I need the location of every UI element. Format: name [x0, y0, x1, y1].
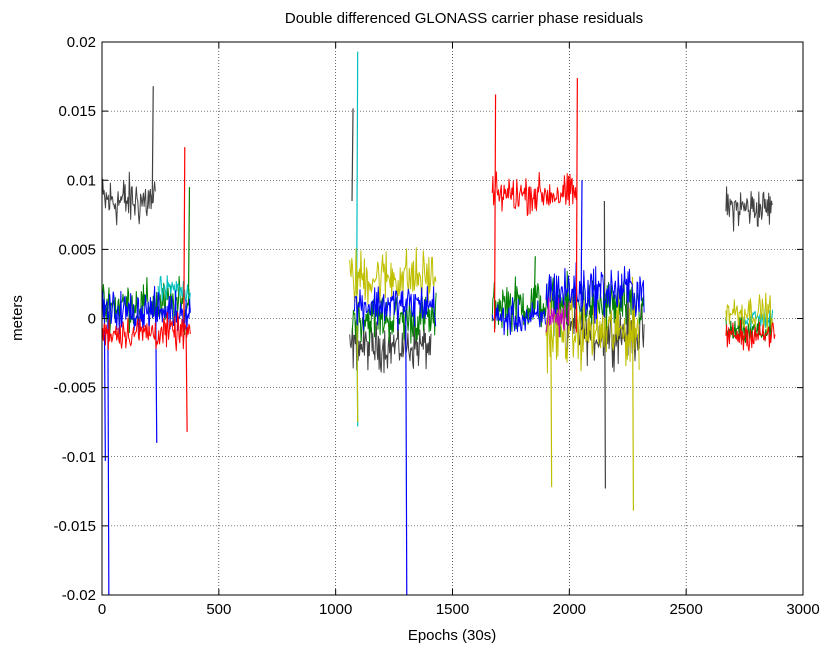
series-spike [550, 277, 553, 488]
series-spike [533, 256, 536, 305]
series-line [491, 171, 577, 216]
series-spike [493, 94, 497, 333]
axis-ticks [101, 41, 804, 596]
series-line [545, 262, 645, 324]
series-line [725, 319, 776, 352]
x-axis-label: Epochs (30s) [408, 627, 496, 644]
series-line [545, 290, 640, 374]
series-line [545, 297, 570, 338]
series-line [725, 292, 773, 334]
series-spike [107, 311, 110, 596]
y-tick-label: -0.01 [62, 449, 96, 466]
x-tick-label: 2500 [669, 601, 702, 618]
chart-title: Double differenced GLONASS carrier phase… [285, 10, 643, 27]
series-5 [545, 297, 570, 338]
x-tick-label: 500 [206, 601, 231, 618]
series-spike [351, 108, 354, 201]
y-tick-label: 0.015 [58, 103, 96, 120]
series-spike [603, 200, 606, 489]
x-tick-labels: 0 500 1000 1500 2000 2500 3000 [98, 601, 820, 618]
series-spike [183, 147, 186, 333]
series-spike [580, 180, 583, 312]
x-tick-label: 1500 [436, 601, 469, 618]
series-6 [101, 77, 776, 432]
series-line [491, 297, 546, 336]
series-line [157, 275, 191, 303]
series-spike [185, 332, 188, 432]
series-line [349, 314, 432, 374]
x-tick-label: 3000 [786, 601, 819, 618]
series-line [101, 171, 156, 226]
series-spike [356, 51, 359, 291]
series-spike [151, 86, 154, 201]
y-tick-label: 0 [88, 311, 96, 328]
series-line [101, 311, 191, 352]
y-tick-label: 0.02 [67, 34, 96, 51]
series-spike [575, 77, 578, 333]
series-group [101, 51, 776, 596]
series-line [353, 286, 437, 331]
y-tick-label: -0.015 [53, 518, 96, 535]
series-spike [405, 311, 408, 596]
y-axis-label: meters [9, 295, 26, 341]
x-tick-label: 1000 [319, 601, 352, 618]
y-tick-label: 0.01 [67, 172, 96, 189]
series-spike [631, 277, 635, 511]
y-tick-label: 0.005 [58, 241, 96, 258]
y-tick-label: -0.005 [53, 380, 96, 397]
series-spike [187, 187, 191, 305]
x-tick-label: 2000 [553, 601, 586, 618]
series-line [101, 285, 191, 335]
series-line [725, 186, 773, 232]
series-0 [101, 86, 773, 489]
series-4 [101, 180, 645, 596]
y-tick-label: -0.02 [62, 587, 96, 604]
x-tick-label: 0 [98, 601, 106, 618]
y-tick-labels: -0.02 -0.015 -0.01 -0.005 0 0.005 0.01 0.015 0.0… [53, 34, 96, 604]
series-spike [103, 311, 106, 461]
